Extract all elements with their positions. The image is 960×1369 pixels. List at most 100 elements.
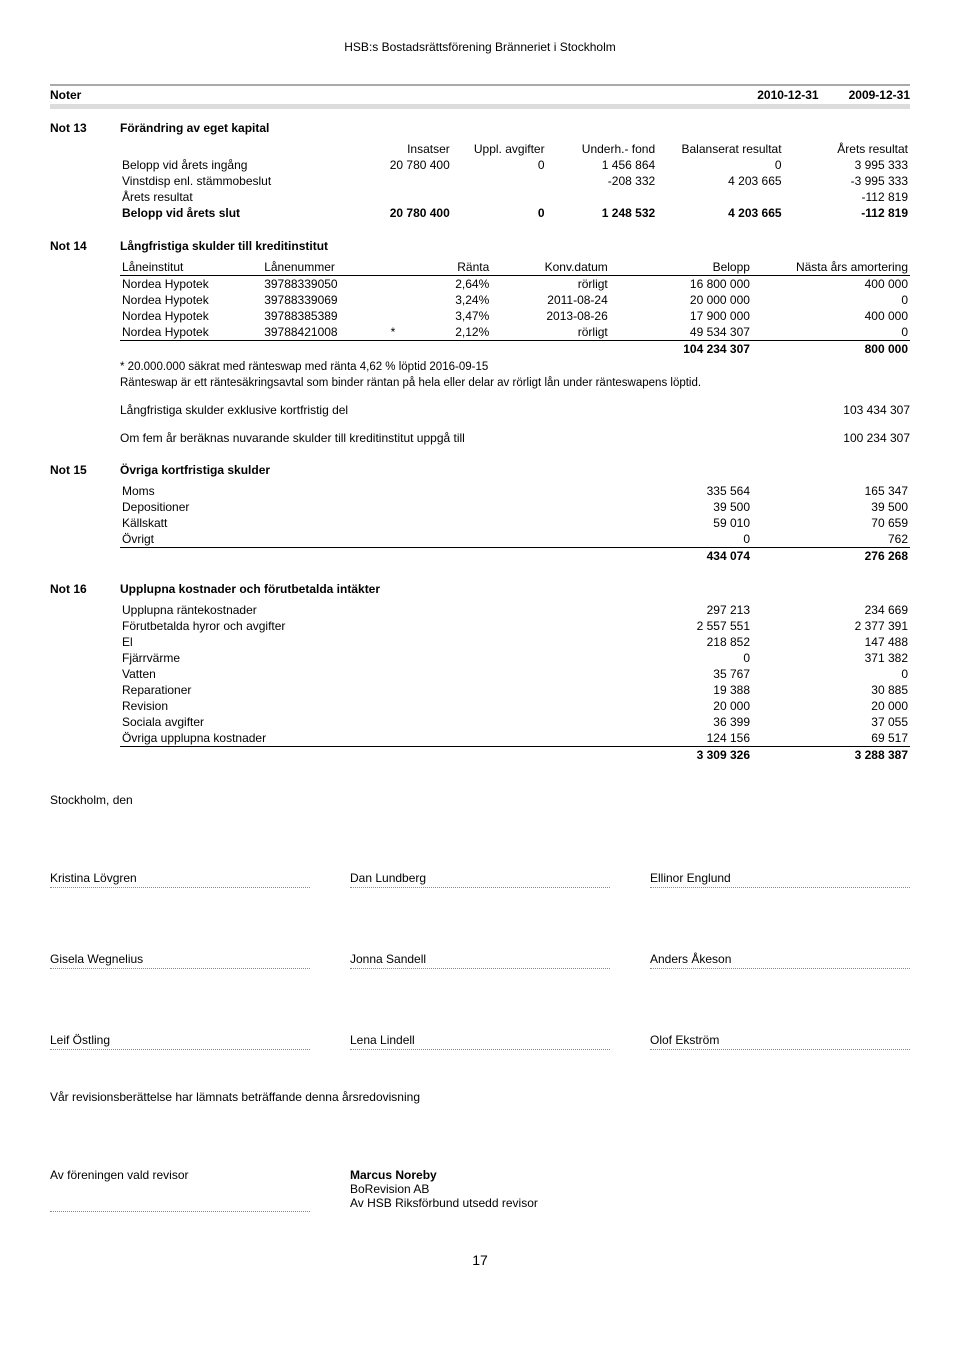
cell-value: 400 000 bbox=[752, 308, 910, 324]
cell-value: 2,12% bbox=[412, 324, 491, 341]
org-name: HSB:s Bostadsrättsförening Bränneriet i … bbox=[344, 40, 615, 54]
auditor-org: BoRevision AB bbox=[350, 1182, 610, 1196]
table-row: Moms335 564165 347 bbox=[120, 483, 910, 499]
table-row: Vinstdisp enl. stämmobeslut -208 3324 203… bbox=[120, 173, 910, 189]
row-label: Moms bbox=[120, 483, 594, 499]
auditor-row: Av föreningen vald revisor Marcus Noreby… bbox=[50, 1144, 910, 1212]
signatory-name: Jonna Sandell bbox=[350, 952, 610, 966]
col-uppl: Uppl. avgifter bbox=[452, 141, 547, 157]
auditor-left: Av föreningen vald revisor bbox=[50, 1144, 310, 1212]
note-16-table: Upplupna räntekostnader297 213234 669För… bbox=[120, 602, 910, 763]
note-15: Not 15 Övriga kortfristiga skulder Moms3… bbox=[50, 463, 910, 564]
cell-value bbox=[547, 189, 658, 205]
table-row: El218 852147 488 bbox=[120, 634, 910, 650]
cell-value bbox=[389, 308, 413, 324]
note-16: Not 16 Upplupna kostnader och förutbetal… bbox=[50, 582, 910, 763]
page-header: HSB:s Bostadsrättsförening Bränneriet i … bbox=[50, 40, 910, 54]
cell-value: 39788385389 bbox=[262, 308, 388, 324]
cell-value: 35 767 bbox=[594, 666, 752, 682]
cell-value: 1 248 532 bbox=[547, 205, 658, 221]
note-14: Not 14 Långfristiga skulder till krediti… bbox=[50, 239, 910, 445]
note-14-title: Långfristiga skulder till kreditinstitut bbox=[120, 239, 910, 253]
cell-value: 0 bbox=[594, 531, 752, 548]
cell-value: * bbox=[389, 324, 413, 341]
cell-value: 2011-08-24 bbox=[491, 292, 610, 308]
note-14-line2: Om fem år beräknas nuvarande skulder til… bbox=[120, 431, 910, 445]
cell-value: 371 382 bbox=[752, 650, 910, 666]
cell-value: 39788339069 bbox=[262, 292, 388, 308]
signature-area: Stockholm, den Kristina LövgrenDan Lundb… bbox=[50, 793, 910, 1212]
table-row: Övriga upplupna kostnader124 15669 517 bbox=[120, 730, 910, 747]
cell-value: 0 bbox=[657, 157, 783, 173]
cell-value: 0 bbox=[452, 205, 547, 221]
line1-val: 103 434 307 bbox=[843, 403, 910, 417]
cell-value: 165 347 bbox=[752, 483, 910, 499]
table-row: Sociala avgifter36 39937 055 bbox=[120, 714, 910, 730]
line2-val: 100 234 307 bbox=[843, 431, 910, 445]
cell-value: 218 852 bbox=[594, 634, 752, 650]
cell-value: 2 557 551 bbox=[594, 618, 752, 634]
note-16-total: 3 309 326 3 288 387 bbox=[120, 747, 910, 764]
cell-value bbox=[341, 173, 452, 189]
table-row: Upplupna räntekostnader297 213234 669 bbox=[120, 602, 910, 618]
signature-cell: Jonna Sandell bbox=[350, 928, 610, 969]
cell-value: Nordea Hypotek bbox=[120, 292, 262, 308]
signature-row: Kristina LövgrenDan LundbergEllinor Engl… bbox=[50, 847, 910, 888]
auditor-sub: Av HSB Riksförbund utsedd revisor bbox=[350, 1196, 610, 1210]
row-label: Upplupna räntekostnader bbox=[120, 602, 594, 618]
cell-value: 0 bbox=[752, 292, 910, 308]
row-label: Källskatt bbox=[120, 515, 594, 531]
total-b: 276 268 bbox=[752, 548, 910, 565]
note-14-foot1: * 20.000.000 säkrat med ränteswap med rä… bbox=[120, 361, 910, 373]
table-row: Revision20 00020 000 bbox=[120, 698, 910, 714]
line2-label: Om fem år beräknas nuvarande skulder til… bbox=[120, 431, 465, 445]
table-row: Nordea Hypotek397883853893,47%2013-08-26… bbox=[120, 308, 910, 324]
cell-value: 0 bbox=[752, 324, 910, 341]
row-label: Övrigt bbox=[120, 531, 594, 548]
row-label: Förutbetalda hyror och avgifter bbox=[120, 618, 594, 634]
signatory-name: Dan Lundberg bbox=[350, 871, 610, 885]
row-label: Vatten bbox=[120, 666, 594, 682]
cell-value: -208 332 bbox=[547, 173, 658, 189]
signature-cell: Olof Ekström bbox=[650, 1009, 910, 1050]
col-lanenum: Lånenummer bbox=[262, 259, 388, 276]
row-label: Sociala avgifter bbox=[120, 714, 594, 730]
cell-value bbox=[389, 292, 413, 308]
cell-value: 69 517 bbox=[752, 730, 910, 747]
signatory-name: Lena Lindell bbox=[350, 1033, 610, 1047]
row-label: Fjärrvärme bbox=[120, 650, 594, 666]
cell-value: 2 377 391 bbox=[752, 618, 910, 634]
col-bal: Balanserat resultat bbox=[657, 141, 783, 157]
signature-cell: Lena Lindell bbox=[350, 1009, 610, 1050]
cell-value: 20 000 000 bbox=[610, 292, 752, 308]
cell-value: 39788421008 bbox=[262, 324, 388, 341]
row-label: Vinstdisp enl. stämmobeslut bbox=[120, 173, 341, 189]
note-14-num: Not 14 bbox=[50, 239, 120, 253]
cell-value bbox=[657, 189, 783, 205]
signature-row: Gisela WegneliusJonna SandellAnders Åkes… bbox=[50, 928, 910, 969]
col-ranta: Ränta bbox=[412, 259, 491, 276]
cell-value: 400 000 bbox=[752, 276, 910, 293]
cell-value: 762 bbox=[752, 531, 910, 548]
noter-date-1: 2010-12-31 bbox=[757, 88, 818, 102]
table-row: Källskatt59 01070 659 bbox=[120, 515, 910, 531]
note-15-table: Moms335 564165 347Depositioner39 50039 5… bbox=[120, 483, 910, 564]
note-14-total: 104 234 307 800 000 bbox=[120, 341, 910, 358]
note-15-num: Not 15 bbox=[50, 463, 120, 477]
left-auditor-label: Av föreningen vald revisor bbox=[50, 1168, 310, 1182]
row-label: Övriga upplupna kostnader bbox=[120, 730, 594, 747]
section-bar bbox=[50, 104, 910, 109]
table-header-row: Låneinstitut Lånenummer Ränta Konv.datum… bbox=[120, 259, 910, 276]
col-konv: Konv.datum bbox=[491, 259, 610, 276]
note-14-foot2: Ränteswap är ett räntesäkringsavtal som … bbox=[120, 377, 910, 389]
table-header-row: Insatser Uppl. avgifter Underh.- fond Ba… bbox=[120, 141, 910, 157]
table-row: Nordea Hypotek397883390693,24%2011-08-24… bbox=[120, 292, 910, 308]
cell-value: 39 500 bbox=[594, 499, 752, 515]
note-16-title: Upplupna kostnader och förutbetalda intä… bbox=[120, 582, 910, 596]
cell-value: 4 203 665 bbox=[657, 173, 783, 189]
cell-value: 37 055 bbox=[752, 714, 910, 730]
cell-value: 3,47% bbox=[412, 308, 491, 324]
noter-date-2: 2009-12-31 bbox=[849, 88, 910, 102]
cell-value: 20 780 400 bbox=[341, 205, 452, 221]
cell-value: Nordea Hypotek bbox=[120, 276, 262, 293]
